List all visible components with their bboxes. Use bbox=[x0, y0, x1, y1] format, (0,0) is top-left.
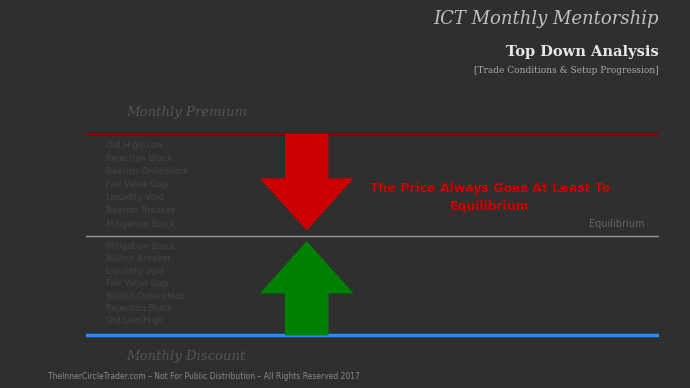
Text: Old High\Low: Old High\Low bbox=[106, 141, 164, 150]
Text: Fair Value Gap: Fair Value Gap bbox=[106, 279, 168, 288]
Text: Fair Value Gap: Fair Value Gap bbox=[106, 180, 168, 189]
Text: [Trade Conditions & Setup Progression]: [Trade Conditions & Setup Progression] bbox=[474, 66, 659, 75]
Text: The Price Always Goes At Least To
Equilibrium: The Price Always Goes At Least To Equili… bbox=[370, 182, 610, 213]
Polygon shape bbox=[259, 134, 354, 230]
Text: Bearish Breaker: Bearish Breaker bbox=[106, 206, 175, 215]
Text: Bullish Orderblock: Bullish Orderblock bbox=[106, 292, 185, 301]
Text: Mitigation Block: Mitigation Block bbox=[106, 242, 175, 251]
Polygon shape bbox=[259, 241, 354, 335]
Text: Rejection Block: Rejection Block bbox=[106, 154, 172, 163]
Text: Liquidity Void: Liquidity Void bbox=[106, 267, 164, 276]
Text: Liquidity Void: Liquidity Void bbox=[106, 193, 164, 203]
Text: Monthly Discount: Monthly Discount bbox=[126, 350, 246, 363]
Text: Rejection Block: Rejection Block bbox=[106, 304, 172, 313]
Text: Top Down Analysis: Top Down Analysis bbox=[506, 45, 659, 59]
Text: TheInnerCircleTrader.com – Not For Public Distribution – All Rights Reserved 201: TheInnerCircleTrader.com – Not For Publi… bbox=[48, 372, 360, 381]
Text: Equilibrium: Equilibrium bbox=[589, 219, 644, 229]
Text: Bullish Breaker: Bullish Breaker bbox=[106, 254, 171, 263]
Text: Mitigation Block: Mitigation Block bbox=[106, 220, 175, 229]
Text: ICT Monthly Mentorship: ICT Monthly Mentorship bbox=[433, 10, 659, 28]
Text: Old Low\High: Old Low\High bbox=[106, 317, 164, 326]
Text: Bearish Orderblock: Bearish Orderblock bbox=[106, 167, 189, 176]
Text: Monthly Premium: Monthly Premium bbox=[126, 106, 248, 120]
